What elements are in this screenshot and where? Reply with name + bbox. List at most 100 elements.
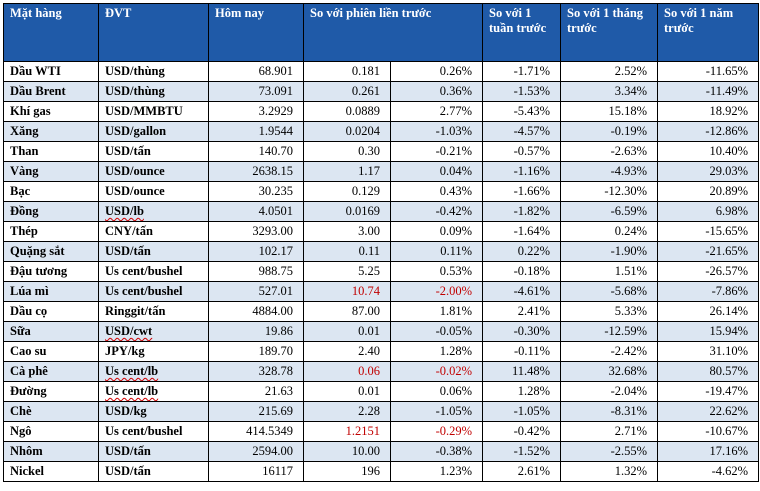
pct-vs-previous: -0.02% (389, 361, 484, 382)
unit-text: USD/tấn (105, 144, 151, 158)
commodity-name: Sữa (3, 321, 99, 342)
unit-text: USD/lb (105, 204, 144, 218)
pct-vs-year: 15.94% (657, 321, 760, 342)
unit-text: USD/tấn (105, 444, 151, 458)
unit-text: USD/MMBTU (105, 104, 183, 118)
commodity-unit: USD/thùng (98, 61, 209, 82)
commodity-name: Nhôm (3, 441, 99, 462)
table-row: Cà phê Us cent/lb 328.78 0.06 -0.02% 11.… (3, 361, 760, 382)
header-row: Mặt hàng ĐVT Hôm nay So với phiên liền t… (3, 3, 760, 62)
change-vs-previous: 5.25 (303, 261, 391, 282)
pct-vs-previous: 0.36% (389, 81, 484, 102)
commodity-name: Đậu tương (3, 261, 99, 282)
table-row: Nickel USD/tấn 16117 196 1.23% 2.61% 1.3… (3, 461, 760, 482)
pct-vs-year: -12.86% (657, 121, 760, 142)
price-today: 1.9544 (208, 121, 304, 142)
pct-vs-year: -19.47% (657, 381, 760, 402)
unit-text: Us cent/lb (105, 364, 159, 378)
pct-vs-year: 6.98% (657, 201, 760, 222)
table-row: Cao su JPY/kg 189.70 2.40 1.28% -0.11% -… (3, 341, 760, 362)
table-body: Dầu WTI USD/thùng 68.901 0.181 0.26% -1.… (3, 61, 760, 482)
header-today: Hôm nay (208, 3, 304, 62)
commodity-unit: USD/tấn (98, 461, 209, 482)
price-today: 102.17 (208, 241, 304, 262)
unit-text: CNY/tấn (105, 224, 153, 238)
commodity-unit: USD/tấn (98, 141, 209, 162)
commodity-name: Khí gas (3, 101, 99, 122)
change-vs-previous: 10.00 (303, 441, 391, 462)
price-today: 328.78 (208, 361, 304, 382)
table-header: Mặt hàng ĐVT Hôm nay So với phiên liền t… (3, 3, 760, 62)
header-unit: ĐVT (98, 3, 209, 62)
pct-vs-year: 10.40% (657, 141, 760, 162)
price-today: 30.235 (208, 181, 304, 202)
price-today: 2638.15 (208, 161, 304, 182)
pct-vs-previous: 1.28% (389, 341, 484, 362)
table-row: Vàng USD/ounce 2638.15 1.17 0.04% -1.16%… (3, 161, 760, 182)
commodity-name: Cà phê (3, 361, 99, 382)
pct-vs-previous: 0.11% (389, 241, 484, 262)
unit-text: Ringgit/tấn (105, 304, 166, 318)
change-vs-previous: 2.28 (303, 401, 391, 422)
change-vs-previous: 87.00 (303, 301, 391, 322)
change-vs-previous: 1.17 (303, 161, 391, 182)
pct-vs-previous: -2.00% (389, 281, 484, 302)
commodity-name: Thép (3, 221, 99, 242)
pct-vs-week: 2.61% (482, 461, 562, 482)
commodity-unit: Us cent/lb (98, 381, 209, 402)
pct-vs-year: -7.86% (657, 281, 760, 302)
pct-vs-week: 2.41% (482, 301, 562, 322)
table-row: Sữa USD/cwt 19.86 0.01 -0.05% -0.30% -12… (3, 321, 760, 342)
commodity-name: Đường (3, 381, 99, 402)
pct-vs-week: -1.52% (482, 441, 562, 462)
commodity-unit: USD/cwt (98, 321, 209, 342)
commodity-unit: Us cent/bushel (98, 261, 209, 282)
pct-vs-week: -1.66% (482, 181, 562, 202)
pct-vs-previous: -1.05% (389, 401, 484, 422)
commodity-price-table-container: Mặt hàng ĐVT Hôm nay So với phiên liền t… (3, 3, 760, 482)
price-today: 414.5349 (208, 421, 304, 442)
pct-vs-week: -4.57% (482, 121, 562, 142)
table-row: Dầu Brent USD/thùng 73.091 0.261 0.36% -… (3, 81, 760, 102)
commodity-unit: Us cent/bushel (98, 281, 209, 302)
table-row: Dầu cọ Ringgit/tấn 4884.00 87.00 1.81% 2… (3, 301, 760, 322)
pct-vs-year: -4.62% (657, 461, 760, 482)
commodity-unit: USD/lb (98, 201, 209, 222)
commodity-name: Bạc (3, 181, 99, 202)
pct-vs-month: -2.42% (560, 341, 659, 362)
price-today: 189.70 (208, 341, 304, 362)
pct-vs-previous: 0.43% (389, 181, 484, 202)
commodity-name: Cao su (3, 341, 99, 362)
change-vs-previous: 0.181 (303, 61, 391, 82)
commodity-unit: USD/MMBTU (98, 101, 209, 122)
commodity-unit: USD/gallon (98, 121, 209, 142)
table-row: Chè USD/kg 215.69 2.28 -1.05% -1.05% -8.… (3, 401, 760, 422)
pct-vs-month: 1.51% (560, 261, 659, 282)
pct-vs-year: 22.62% (657, 401, 760, 422)
table-row: Bạc USD/ounce 30.235 0.129 0.43% -1.66% … (3, 181, 760, 202)
change-vs-previous: 2.40 (303, 341, 391, 362)
unit-text: Us cent/bushel (105, 264, 183, 278)
pct-vs-month: 5.33% (560, 301, 659, 322)
unit-text: Us cent/bushel (105, 424, 183, 438)
pct-vs-month: 32.68% (560, 361, 659, 382)
change-vs-previous: 0.0889 (303, 101, 391, 122)
price-today: 16117 (208, 461, 304, 482)
pct-vs-month: -8.31% (560, 401, 659, 422)
unit-text: USD/tấn (105, 464, 151, 478)
price-today: 2594.00 (208, 441, 304, 462)
header-vs-previous-session: So với phiên liền trước (302, 3, 484, 62)
commodity-unit: USD/ounce (98, 181, 209, 202)
pct-vs-previous: 0.06% (389, 381, 484, 402)
commodity-price-table: Mặt hàng ĐVT Hôm nay So với phiên liền t… (3, 3, 760, 482)
pct-vs-week: -1.16% (482, 161, 562, 182)
commodity-unit: Us cent/lb (98, 361, 209, 382)
table-row: Đường Us cent/lb 21.63 0.01 0.06% 1.28% … (3, 381, 760, 402)
commodity-unit: CNY/tấn (98, 221, 209, 242)
pct-vs-previous: 1.81% (389, 301, 484, 322)
pct-vs-year: 26.14% (657, 301, 760, 322)
pct-vs-previous: 0.04% (389, 161, 484, 182)
pct-vs-previous: 0.09% (389, 221, 484, 242)
pct-vs-year: -10.67% (657, 421, 760, 442)
unit-text: USD/tấn (105, 244, 151, 258)
